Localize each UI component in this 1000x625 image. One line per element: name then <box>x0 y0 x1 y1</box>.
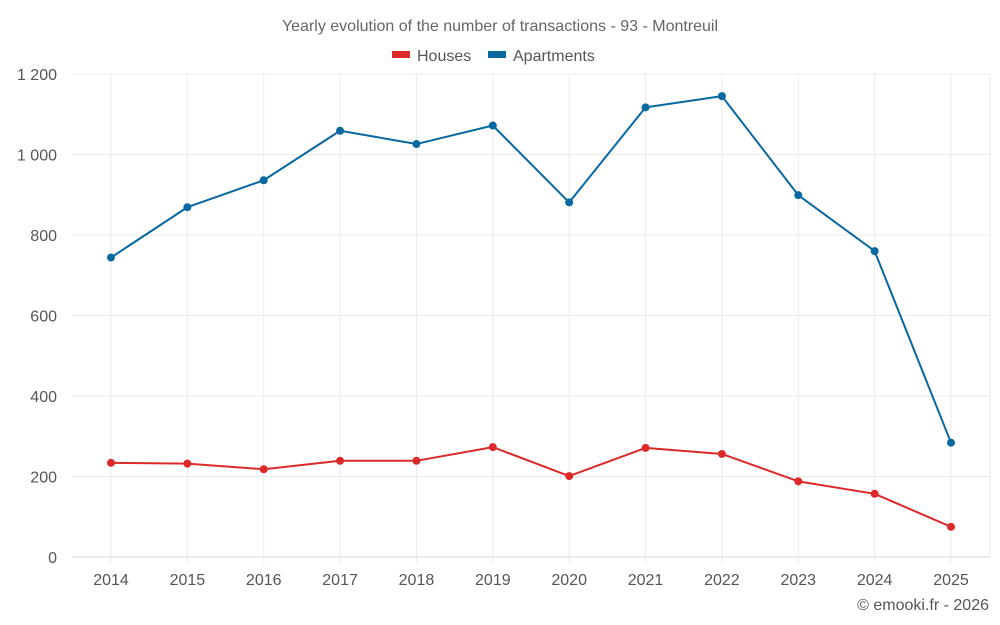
data-point[interactable] <box>488 121 497 130</box>
chart-title: Yearly evolution of the number of transa… <box>282 18 718 35</box>
series-group <box>107 92 955 531</box>
legend-label-houses[interactable]: Houses <box>417 48 471 65</box>
x-tick-label: 2019 <box>475 572 511 589</box>
legend: Houses Apartments <box>392 48 595 65</box>
data-point[interactable] <box>336 456 345 465</box>
data-point[interactable] <box>259 465 268 474</box>
data-point[interactable] <box>641 443 650 452</box>
y-tick-label: 600 <box>30 309 57 326</box>
data-point[interactable] <box>794 477 803 486</box>
legend-swatch-houses[interactable] <box>392 51 410 58</box>
x-tick-label: 2014 <box>93 572 129 589</box>
data-point[interactable] <box>794 191 803 200</box>
series-apartments <box>107 92 955 447</box>
data-point[interactable] <box>336 126 345 135</box>
data-point[interactable] <box>565 198 574 207</box>
data-point[interactable] <box>412 456 421 465</box>
legend-swatch-apartments[interactable] <box>488 51 506 58</box>
x-tick-label: 2017 <box>322 572 358 589</box>
data-point[interactable] <box>641 103 650 112</box>
x-tick-label: 2021 <box>628 572 664 589</box>
data-point[interactable] <box>412 140 421 149</box>
data-point[interactable] <box>183 203 192 212</box>
x-tick-label: 2020 <box>551 572 587 589</box>
y-tick-label: 800 <box>30 228 57 245</box>
y-tick-label: 200 <box>30 470 57 487</box>
data-point[interactable] <box>870 489 879 498</box>
y-tick-label: 400 <box>30 389 57 406</box>
y-tick-label: 1 200 <box>17 67 57 84</box>
y-tick-label: 1 000 <box>17 148 57 165</box>
data-point[interactable] <box>717 92 726 101</box>
x-tick-label: 2025 <box>933 572 969 589</box>
data-point[interactable] <box>488 443 497 452</box>
copyright-footer: © emooki.fr - 2026 <box>857 597 989 614</box>
data-point[interactable] <box>107 458 115 467</box>
y-tick-label: 0 <box>48 550 57 567</box>
x-tick-label: 2023 <box>780 572 816 589</box>
data-point[interactable] <box>183 459 192 468</box>
x-axis: 2014 2015 2016 2017 2018 2019 2020 2021 2022 2023… <box>93 572 969 589</box>
y-axis: 0 200 400 600 800 1 000 1 200 <box>17 67 57 567</box>
data-point[interactable] <box>259 176 268 185</box>
x-tick-label: 2015 <box>170 572 206 589</box>
series-line <box>110 446 952 528</box>
x-tick-label: 2024 <box>857 572 893 589</box>
data-point[interactable] <box>107 253 115 262</box>
series-houses <box>107 443 955 531</box>
series-line <box>110 95 952 444</box>
data-point[interactable] <box>717 449 726 458</box>
data-point[interactable] <box>947 438 955 447</box>
data-point[interactable] <box>947 522 955 531</box>
x-tick-label: 2016 <box>246 572 282 589</box>
x-tick-label: 2018 <box>399 572 435 589</box>
x-tick-label: 2022 <box>704 572 740 589</box>
legend-label-apartments[interactable]: Apartments <box>513 48 595 65</box>
data-point[interactable] <box>870 247 879 256</box>
grid <box>72 73 991 563</box>
data-point[interactable] <box>565 472 574 481</box>
